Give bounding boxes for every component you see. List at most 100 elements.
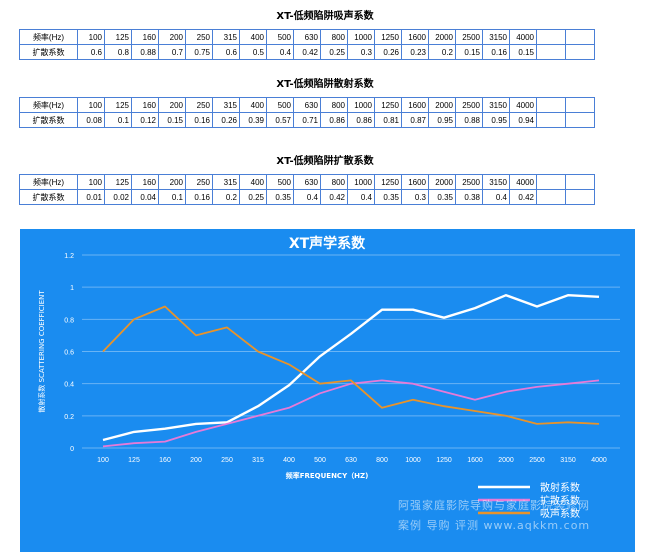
table-cell: 0.16 [185,112,213,128]
table-cell: 630 [293,174,321,190]
y-axis-label: 散射系数 SCATTERING COEFFICIENT [37,290,46,413]
x-tick-label: 160 [159,457,171,464]
table-cell: 2000 [428,97,456,113]
table-cell: 0.04 [131,189,159,205]
x-tick-label: 125 [128,457,140,464]
table-cell: 315 [212,97,240,113]
row-label: 频率(Hz) [19,29,78,45]
y-tick-label: 0.2 [64,414,74,421]
table-cell: 500 [266,174,294,190]
table-cell: 125 [104,29,132,45]
row-label: 扩散系数 [19,189,78,205]
table-cell [565,189,595,205]
table-cell: 0.38 [455,189,483,205]
table-cell: 1250 [374,29,402,45]
series-line [102,293,600,442]
table-title: XT-低频陷阱散射系数 [276,79,374,90]
table-cell: 0.15 [509,44,537,60]
table-cell: 3150 [482,97,510,113]
x-tick-label: 2500 [529,457,545,464]
table-row: 扩散系数 0.08 0.1 0.12 0.15 0.16 0.26 0.39 0.57 0.71 0… [19,112,595,128]
table-cell [536,174,566,190]
table-cell: 0.3 [347,44,375,60]
x-tick-label: 315 [252,457,264,464]
table-cell: 160 [131,97,159,113]
table-cell: 0.95 [482,112,510,128]
table-cell: 315 [212,174,240,190]
table-cell: 0.88 [131,44,159,60]
table-cell: 0.42 [293,44,321,60]
table-cell: 400 [239,174,267,190]
watermark-line-2: 案例 导购 评测 www.aqkkm.com [398,519,591,532]
table-cell: 1000 [347,29,375,45]
series-line [102,379,600,448]
table-cell: 315 [212,29,240,45]
legend-label: 吸声系数 [540,507,580,520]
table-cell: 0.25 [239,189,267,205]
scattering-table: 频率(Hz) 100 125 160 200 250 315 400 500 630 800 1000… [19,97,595,128]
table-cell: 0.35 [374,189,402,205]
y-tick-label: 0 [70,446,74,453]
row-label: 扩散系数 [19,112,78,128]
table-cell: 2500 [455,29,483,45]
table-cell: 0.4 [482,189,510,205]
table-cell [565,112,595,128]
x-tick-label: 250 [221,457,233,464]
table-cell: 250 [185,97,213,113]
table-cell: 0.57 [266,112,294,128]
table-cell: 0.35 [428,189,456,205]
row-label: 扩散系数 [19,44,78,60]
table-cell: 800 [320,97,348,113]
table-cell: 0.6 [212,44,240,60]
x-tick-label: 500 [314,457,326,464]
table-cell: 0.42 [509,189,537,205]
table-cell: 0.81 [374,112,402,128]
table-row: 频率(Hz) 100 125 160 200 250 315 400 500 630 800 1000… [19,97,595,113]
table-cell: 160 [131,29,159,45]
chart-title: XT声学系数 [289,235,366,252]
table-row: 频率(Hz) 100 125 160 200 250 315 400 500 630 800 1000… [19,174,595,190]
table-cell [536,44,566,60]
table-cell: 0.2 [428,44,456,60]
table-cell [536,112,566,128]
table-cell: 250 [185,29,213,45]
table-cell: 100 [77,97,105,113]
table-cell: 500 [266,29,294,45]
table-cell: 0.35 [266,189,294,205]
table-cell: 0.95 [428,112,456,128]
y-tick-label: 0.8 [64,317,74,324]
table-cell: 0.26 [374,44,402,60]
x-tick-label: 100 [97,457,109,464]
table-cell: 0.7 [158,44,186,60]
table-cell: 400 [239,97,267,113]
table-cell: 630 [293,97,321,113]
table-cell: 0.23 [401,44,429,60]
table-cell: 0.88 [455,112,483,128]
x-tick-label: 1250 [436,457,452,464]
table-cell: 1600 [401,97,429,113]
legend-label: 扩散系数 [540,494,580,507]
table-cell: 0.71 [293,112,321,128]
y-tick-label: 0.4 [64,382,74,389]
table-row: 频率(Hz) 100 125 160 200 250 315 400 500 630 800 1000… [19,29,595,45]
table-title: XT-低频陷阱扩散系数 [276,156,374,167]
table-cell: 125 [104,174,132,190]
table-cell [536,29,566,45]
row-label: 频率(Hz) [19,97,78,113]
table-cell: 3150 [482,29,510,45]
table-cell: 1250 [374,97,402,113]
table-cell: 0.08 [77,112,105,128]
table-cell: 0.26 [212,112,240,128]
y-tick-label: 0.6 [64,350,74,357]
table-row: 扩散系数 0.6 0.8 0.88 0.7 0.75 0.6 0.5 0.4 0.42 0.25 0.… [19,44,595,60]
x-tick-label: 2000 [498,457,514,464]
table-cell: 0.86 [347,112,375,128]
table-cell: 800 [320,29,348,45]
diffusion-table: 频率(Hz) 100 125 160 200 250 315 400 500 630 800 1000… [19,174,595,205]
table-cell: 4000 [509,29,537,45]
table-cell: 0.94 [509,112,537,128]
table-cell: 0.2 [212,189,240,205]
absorption-table: 频率(Hz) 100 125 160 200 250 315 400 500 630 800 1000… [19,29,595,60]
table-cell: 2000 [428,29,456,45]
table-cell: 0.16 [185,189,213,205]
